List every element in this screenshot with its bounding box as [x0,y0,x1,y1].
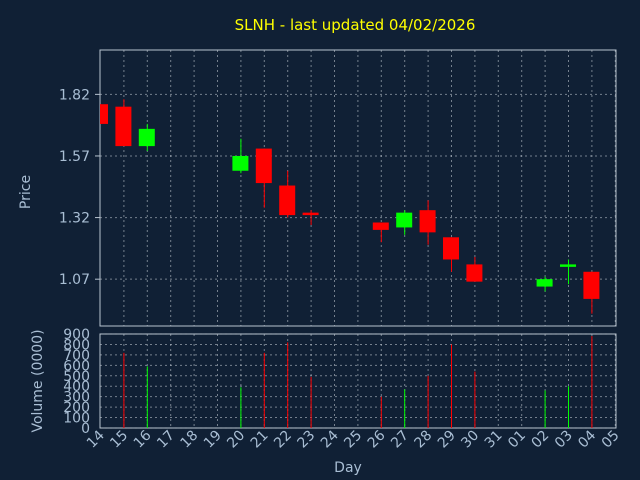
x-tick-label: 19 [201,428,225,452]
candle-body [560,264,576,267]
candle-body [232,155,249,171]
x-tick-label: 25 [341,428,365,452]
x-tick-label: 04 [575,427,599,451]
candle-body [115,106,132,147]
x-tick-label: 22 [271,428,295,452]
candle-body [302,212,319,216]
candle-body [138,128,155,147]
candle-body [443,237,459,260]
x-tick-label: 02 [529,428,553,452]
y-axis-label: Price [18,175,34,209]
x-tick-label: 23 [295,428,319,452]
x-tick-label: 26 [365,427,389,451]
volume-tick-label: 100 [63,411,90,427]
candle-body [466,264,483,282]
x-tick-label: 31 [482,428,506,452]
x-tick-label: 29 [435,428,459,452]
tick-labels: 14 15 16 17 18 19 20 21 22 23 24 25 26 27 28 29 30 31 01 02… [59,87,623,451]
volume-tick-label: 200 [63,400,90,416]
x-tick-label: 24 [318,427,342,451]
x-tick-label: 27 [388,428,412,452]
candle-body [583,271,600,299]
x-tick-label: 01 [505,428,529,452]
volume-tick-label: 800 [63,337,90,353]
price-tick-label: 1.82 [59,87,90,103]
volume-tick-label: 400 [63,379,90,395]
volume-tick-label: 600 [63,358,90,374]
volume-tick-label: 500 [63,369,90,385]
candle-body [255,148,272,184]
candle-body [396,212,413,228]
x-tick-label: 18 [178,428,202,452]
candle-body [100,104,108,124]
candles [100,99,600,314]
volume-tick-label: 900 [63,327,90,343]
volume-tick-label: 700 [63,348,90,364]
price-tick-label: 1.32 [59,211,90,227]
candle-body [419,210,436,233]
chart-title: SLNH - last updated 04/02/2026 [235,16,476,34]
price-tick-label: 1.07 [59,272,90,288]
x-axis-label: Day [334,460,362,476]
candle-body [536,279,553,287]
price-tick-label: 1.57 [59,149,90,165]
x-tick-label: 30 [458,428,482,452]
x-tick-label: 21 [248,428,272,452]
candle-body [372,222,389,230]
x-tick-label: 28 [412,428,436,452]
volume-bars [123,336,593,428]
volume-axis-label: Volume (0000) [30,329,46,432]
x-tick-label: 05 [599,428,623,452]
volume-tick-label: 0 [81,421,90,437]
candle-body [279,185,296,216]
volume-tick-label: 300 [63,390,90,406]
x-tick-label: 20 [224,428,248,452]
x-tick-label: 16 [131,427,155,451]
x-tick-label: 15 [107,428,131,452]
x-tick-label: 03 [552,428,576,452]
x-tick-label: 17 [154,428,178,452]
